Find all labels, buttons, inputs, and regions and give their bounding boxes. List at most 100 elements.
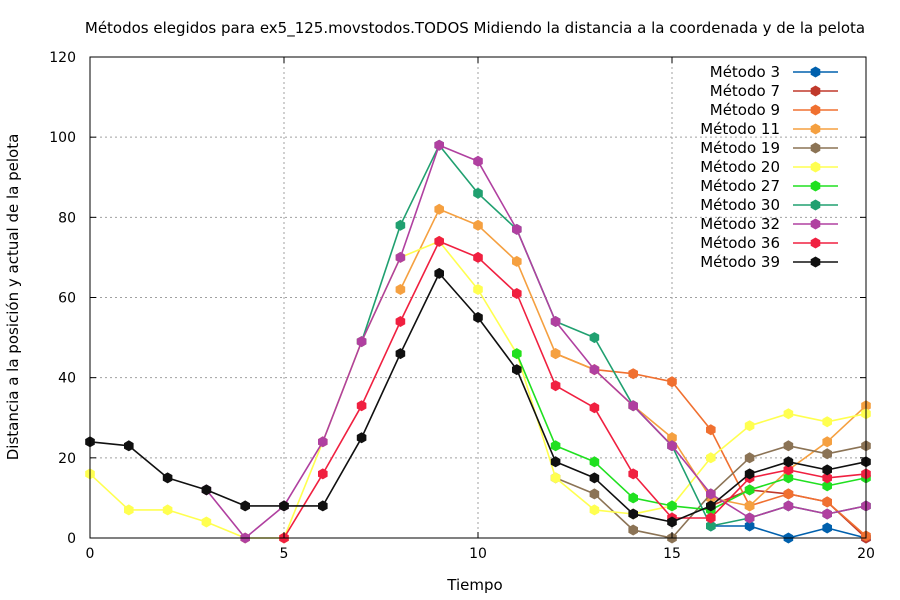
legend-label: Método 3 <box>710 63 780 81</box>
data-point <box>318 500 328 512</box>
data-point <box>512 364 522 376</box>
data-point <box>822 464 832 476</box>
data-point <box>589 402 600 414</box>
data-point <box>550 316 561 327</box>
data-point <box>473 219 483 231</box>
data-point <box>667 500 677 512</box>
data-point <box>550 440 561 452</box>
data-point <box>473 155 483 167</box>
legend-marker <box>810 237 821 249</box>
x-tick-label: 20 <box>857 546 875 562</box>
legend-marker <box>810 256 821 268</box>
data-point <box>395 348 406 360</box>
data-point <box>706 424 716 436</box>
y-tick-label: 0 <box>67 531 76 547</box>
data-point <box>667 376 677 388</box>
data-point <box>318 468 328 480</box>
data-point <box>550 472 561 484</box>
data-point <box>783 464 794 476</box>
data-point <box>512 223 522 235</box>
legend-marker <box>810 104 821 116</box>
data-point <box>628 492 638 504</box>
data-point <box>124 504 134 516</box>
data-point <box>395 219 406 231</box>
legend-item: Método 36 <box>700 234 838 252</box>
data-point <box>512 255 522 267</box>
data-point <box>822 436 832 448</box>
chart-title: Métodos elegidos para ex5_125.movstodos.… <box>85 19 865 38</box>
legend-label: Método 30 <box>700 196 780 214</box>
data-point <box>822 416 832 428</box>
data-point <box>744 420 755 432</box>
data-point <box>706 520 716 532</box>
data-point <box>667 432 677 444</box>
data-point <box>201 516 212 528</box>
data-point <box>706 500 716 512</box>
legend-marker <box>810 123 821 135</box>
data-point <box>667 516 677 528</box>
legend-label: Método 20 <box>700 158 780 176</box>
data-point <box>744 500 755 512</box>
data-point <box>434 139 444 151</box>
legend-item: Método 9 <box>710 101 838 119</box>
data-point <box>550 380 561 392</box>
data-point <box>783 456 794 468</box>
legend-marker <box>810 142 821 154</box>
data-point <box>512 288 522 299</box>
data-point <box>395 251 406 263</box>
data-point <box>162 504 173 516</box>
series-group <box>85 267 871 528</box>
legend-marker <box>810 180 821 192</box>
data-point <box>356 400 367 412</box>
data-point <box>550 456 561 468</box>
legend-item: Método 3 <box>710 63 838 81</box>
data-point <box>201 484 212 496</box>
data-point <box>395 284 406 295</box>
legend-item: Método 27 <box>700 177 838 195</box>
legend-label: Método 39 <box>700 253 780 271</box>
series-layer <box>85 139 871 544</box>
y-tick-label: 20 <box>58 451 76 467</box>
data-point <box>744 468 755 480</box>
series-line <box>205 144 867 539</box>
legend-label: Método 27 <box>700 177 780 195</box>
data-point <box>124 440 134 452</box>
data-point <box>434 267 444 279</box>
y-tick-label: 60 <box>58 291 76 307</box>
data-point <box>822 480 832 492</box>
data-point <box>667 440 677 452</box>
data-point <box>783 472 794 484</box>
legend-item: Método 39 <box>700 253 838 271</box>
x-tick-label: 0 <box>86 546 95 562</box>
data-point <box>783 408 794 420</box>
data-point <box>822 496 832 508</box>
legend-label: Método 7 <box>710 82 780 100</box>
data-point <box>240 500 250 512</box>
data-point <box>706 512 716 524</box>
x-axis-title: Tiempo <box>446 576 502 594</box>
legend-marker <box>810 218 821 230</box>
x-tick-label: 10 <box>469 546 487 562</box>
x-axis: 0 5 10 15 20 <box>86 57 875 562</box>
data-point <box>550 348 561 360</box>
y-tick-label: 120 <box>49 50 76 66</box>
legend-item: Método 20 <box>700 158 838 176</box>
legend-marker <box>810 199 821 211</box>
legend-label: Método 36 <box>700 234 780 252</box>
legend-marker <box>810 161 821 173</box>
data-point <box>783 488 794 500</box>
data-point <box>589 504 600 516</box>
data-point <box>589 472 600 484</box>
data-point <box>279 500 289 512</box>
legend-item: Método 11 <box>700 120 838 138</box>
data-point <box>473 284 483 295</box>
data-point <box>628 368 638 380</box>
data-point <box>162 472 173 484</box>
data-point <box>395 316 406 327</box>
data-point <box>744 520 755 532</box>
legend-label: Método 32 <box>700 215 780 233</box>
data-point <box>473 251 483 263</box>
x-tick-label: 5 <box>280 546 289 562</box>
